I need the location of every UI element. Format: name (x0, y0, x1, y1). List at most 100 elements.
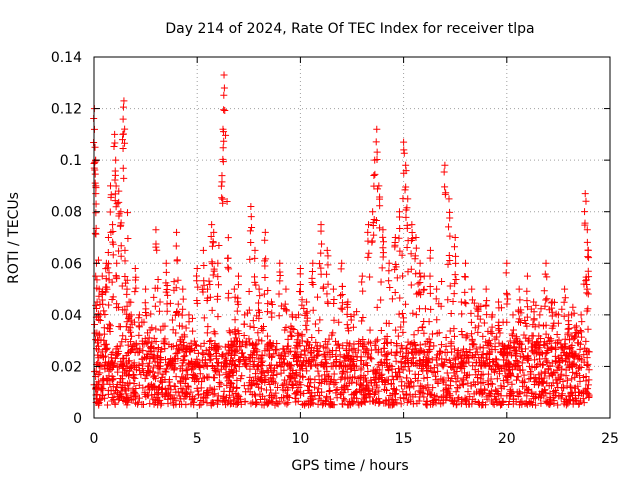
roti-point (432, 399, 440, 407)
roti-point (226, 400, 234, 408)
roti-peak-point (365, 221, 373, 229)
roti-peak-point (220, 91, 228, 99)
roti-point (318, 240, 326, 248)
roti-peak-point (400, 146, 408, 154)
roti-point (202, 394, 210, 402)
roti-point (366, 354, 374, 362)
roti-point (409, 354, 417, 362)
roti-point (248, 354, 256, 362)
roti-point (483, 395, 491, 403)
roti-peak-point (152, 226, 160, 234)
roti-point (111, 354, 119, 362)
roti-point (98, 391, 106, 399)
x-axis-label: GPS time / hours (291, 458, 408, 474)
roti-peak-point (446, 214, 454, 222)
roti-point (443, 369, 451, 377)
roti-point (303, 367, 311, 375)
roti-peak-point (234, 281, 242, 289)
roti-point (479, 370, 487, 378)
roti-peak-point (564, 329, 572, 337)
roti-point (246, 381, 254, 389)
roti-point (265, 346, 273, 354)
roti-peak-point (219, 155, 227, 163)
roti-point (443, 348, 451, 356)
roti-peak-point (488, 311, 496, 319)
roti-point (298, 361, 306, 369)
roti-point (200, 314, 208, 322)
roti-point (492, 355, 500, 363)
roti-peak-point (548, 324, 556, 332)
roti-peak-point (407, 236, 415, 244)
roti-point (552, 358, 560, 366)
roti-point (375, 387, 383, 395)
roti-point (283, 392, 291, 400)
roti-point (552, 389, 560, 397)
roti-point (285, 378, 293, 386)
roti-point (502, 356, 510, 364)
roti-point (108, 397, 116, 405)
roti-point (370, 231, 378, 239)
roti-point (545, 337, 553, 345)
roti-point (150, 355, 158, 363)
roti-peak-point (100, 324, 108, 332)
roti-peak-point (365, 249, 373, 257)
roti-point (220, 362, 228, 370)
roti-point (522, 334, 530, 342)
roti-point (135, 361, 143, 369)
roti-peak-point (523, 322, 531, 330)
roti-peak-point (543, 295, 551, 303)
roti-peak-point (433, 316, 441, 324)
roti-point (215, 359, 223, 367)
roti-point (322, 344, 330, 352)
roti-point (501, 367, 509, 375)
roti-peak-point (379, 253, 387, 261)
roti-peak-point (255, 336, 263, 344)
roti-point (246, 365, 254, 373)
roti-point (516, 390, 524, 398)
roti-peak-point (255, 314, 263, 322)
roti-point (398, 310, 406, 318)
roti-point (132, 366, 140, 374)
roti-peak-point (132, 284, 140, 292)
roti-peak-point (240, 331, 248, 339)
roti-point (163, 300, 171, 308)
roti-point (545, 372, 553, 380)
y-tick-label: 0 (73, 411, 82, 427)
roti-peak-point (113, 259, 121, 267)
roti-point (584, 348, 592, 356)
roti-point (161, 335, 169, 343)
roti-point (553, 379, 561, 387)
roti-point (315, 327, 323, 335)
roti-point (364, 362, 372, 370)
roti-peak-point (400, 149, 408, 157)
roti-point (471, 366, 479, 374)
roti-point (92, 373, 100, 381)
roti-point (212, 349, 220, 357)
roti-peak-point (251, 254, 259, 262)
roti-point (121, 385, 129, 393)
roti-peak-point (91, 170, 99, 178)
roti-point (357, 364, 365, 372)
data-points (90, 71, 593, 409)
roti-point (390, 400, 398, 408)
roti-point (316, 260, 324, 268)
roti-peak-point (468, 285, 476, 293)
roti-point (319, 361, 327, 369)
roti-point (430, 392, 438, 400)
roti-point (304, 339, 312, 347)
roti-peak-point (208, 258, 216, 266)
roti-point (259, 357, 267, 365)
axis-tick-labels: 0 5 10 15 20 25 0 0.02 0.04 0.06 0.08 0.1 0.12 0.14 (51, 50, 619, 447)
roti-point (397, 400, 405, 408)
roti-point (582, 337, 590, 345)
roti-point (576, 377, 584, 385)
roti-point (144, 383, 152, 391)
roti-peak-point (261, 236, 269, 244)
roti-point (232, 334, 240, 342)
roti-point (295, 339, 303, 347)
roti-peak-point (204, 323, 212, 331)
roti-point (412, 349, 420, 357)
roti-peak-point (468, 296, 476, 304)
roti-point (182, 366, 190, 374)
roti-point (371, 341, 379, 349)
